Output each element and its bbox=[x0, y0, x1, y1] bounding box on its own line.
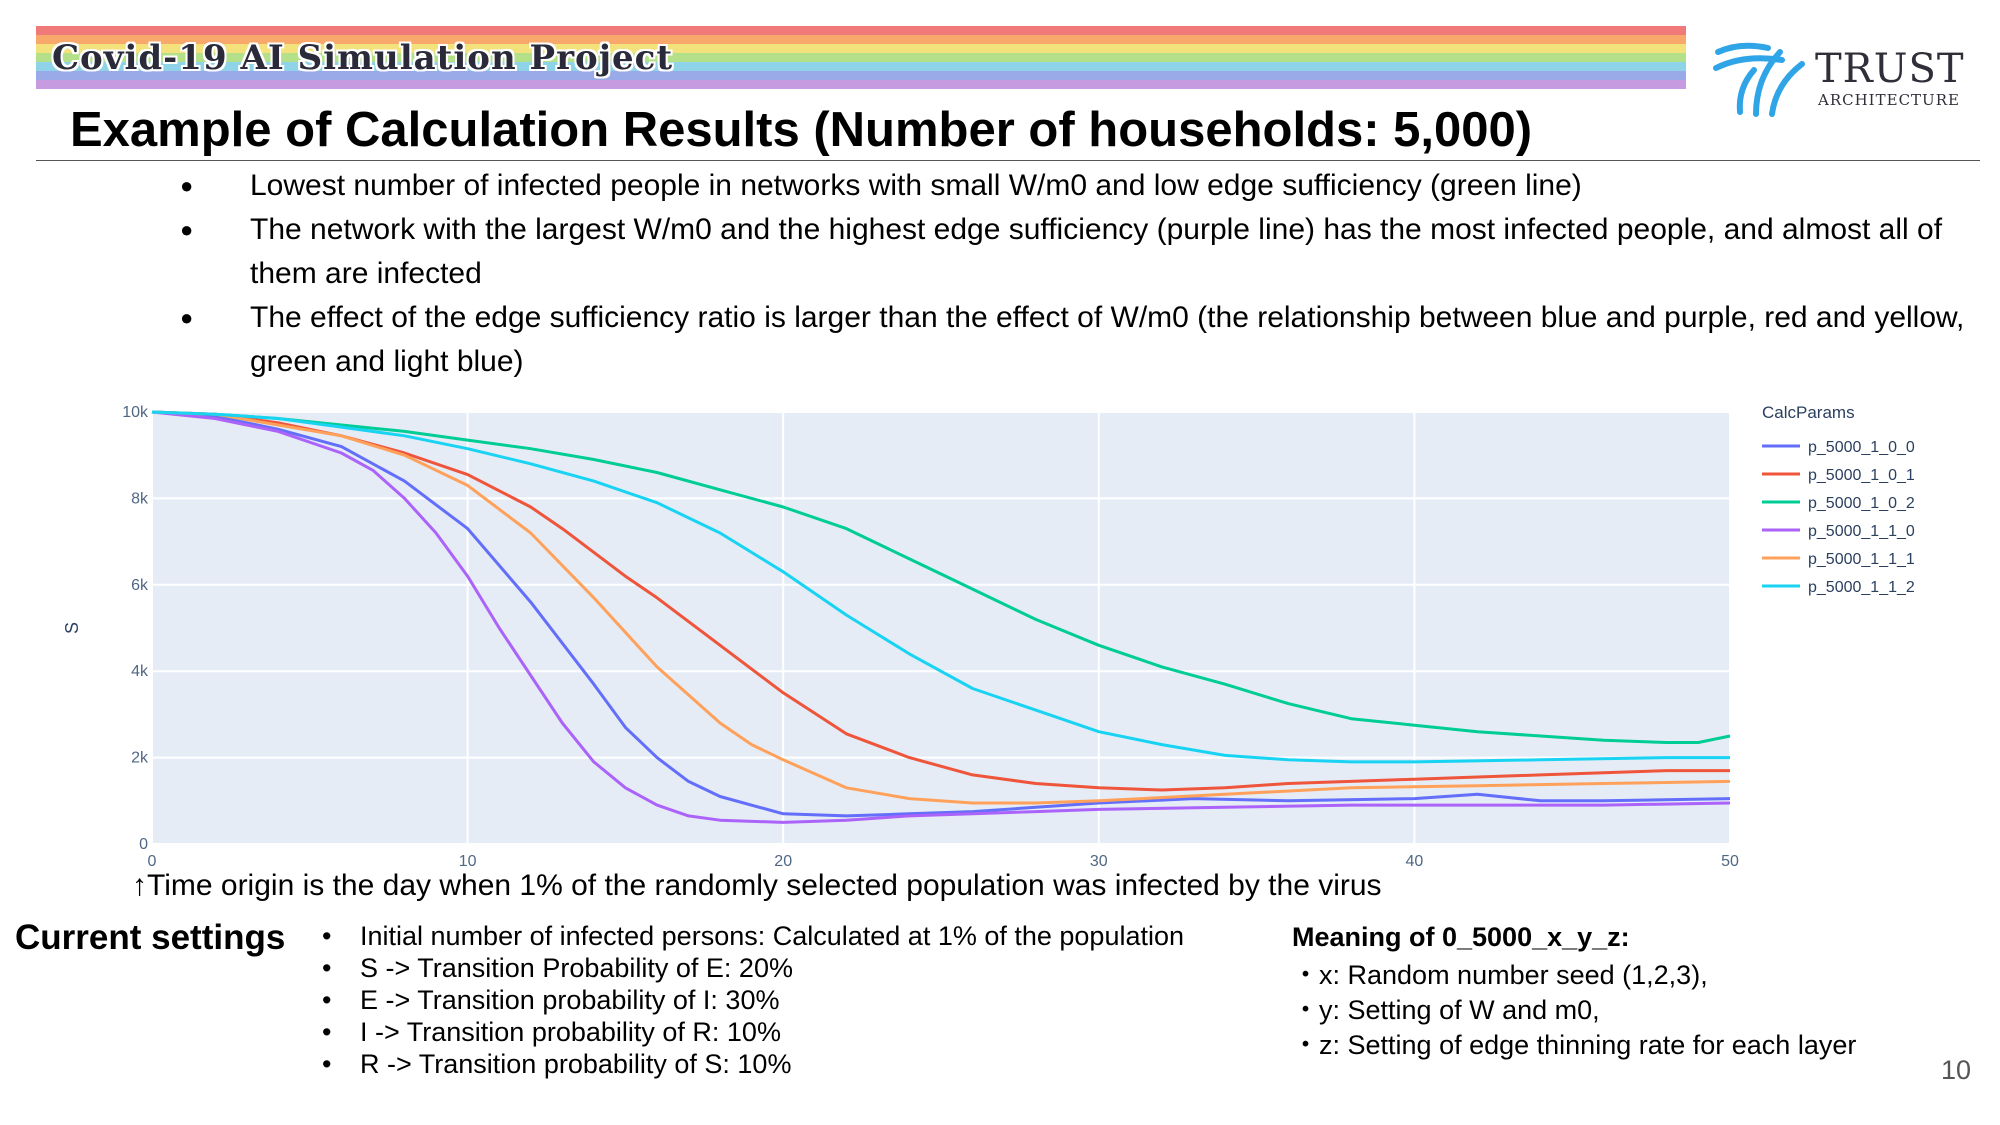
series-line-p_5000_1_0_2 bbox=[151, 410, 1731, 744]
title-divider bbox=[36, 160, 1980, 161]
legend-item-label: p_5000_1_0_2 bbox=[1808, 495, 1915, 512]
banner-stripe bbox=[36, 26, 1686, 35]
page-title: Example of Calculation Results (Number o… bbox=[70, 103, 1533, 157]
banner-stripe bbox=[36, 44, 1686, 53]
meaning-item: ・z: Setting of edge thinning rate for ea… bbox=[1292, 1030, 1857, 1060]
finding-list: ● Lowest number of infected people in net… bbox=[180, 164, 1980, 384]
finding-item: ● The network with the largest W/m0 and t… bbox=[180, 208, 1980, 296]
trust-architecture-logo-icon bbox=[1713, 42, 1805, 117]
x-tick-label: 50 bbox=[1721, 853, 1739, 870]
banner-stripe bbox=[36, 35, 1686, 44]
page-number: 10 bbox=[1941, 1055, 1972, 1085]
series-line-p_5000_1_1_0 bbox=[151, 410, 1731, 824]
finding-item: ● The effect of the edge sufficiency rati… bbox=[180, 296, 1980, 384]
legend-item-label: p_5000_1_1_0 bbox=[1808, 523, 1915, 540]
x-tick-label: 10 bbox=[459, 853, 477, 870]
settings-item: • S -> Transition Probability of E: 20% bbox=[322, 952, 1184, 984]
settings-item: • I -> Transition probability of R: 10% bbox=[322, 1016, 1184, 1048]
settings-item-text: E -> Transition probability of I: 30% bbox=[360, 985, 780, 1015]
finding-text: Lowest number of infected people in netw… bbox=[250, 169, 1582, 202]
settings-item-text: R -> Transition probability of S: 10% bbox=[360, 1049, 792, 1079]
x-tick-label: 0 bbox=[148, 853, 157, 870]
y-tick-label: 8k bbox=[131, 490, 149, 507]
y-tick-label: 0 bbox=[139, 836, 148, 853]
settings-item-text: S -> Transition Probability of E: 20% bbox=[360, 953, 793, 983]
banner-stripe bbox=[36, 53, 1686, 62]
series-line-p_5000_1_1_2 bbox=[151, 410, 1730, 764]
logo-subtitle: ARCHITECTURE bbox=[1818, 91, 1960, 109]
finding-text: The effect of the edge sufficiency ratio… bbox=[250, 301, 1965, 378]
chart-caption: ↑Time origin is the day when 1% of the r… bbox=[132, 869, 1382, 902]
bullet-icon: ● bbox=[180, 173, 194, 198]
settings-item: • Initial number of infected persons: Cal… bbox=[322, 920, 1184, 952]
legend-title: CalcParams bbox=[1762, 403, 1855, 422]
meaning-item: ・y: Setting of W and m0, bbox=[1292, 995, 1600, 1025]
meaning-list: ・x: Random number seed (1,2,3), ・y: Sett… bbox=[1292, 958, 1856, 1063]
x-tick-label: 20 bbox=[774, 853, 792, 870]
y-tick-label: 4k bbox=[131, 663, 149, 680]
susceptible-line-chart: 0 10 20 30 40 50 0 2k 4k 6k 8k 10k S CalcParams p_5000… bbox=[62, 403, 1915, 870]
meaning-item: ・x: Random number seed (1,2,3), bbox=[1292, 960, 1708, 990]
settings-title: Current settings bbox=[15, 918, 286, 957]
bullet-icon: • bbox=[322, 1017, 332, 1047]
plot-background bbox=[152, 412, 1730, 844]
x-tick-label: 40 bbox=[1406, 853, 1424, 870]
y-tick-label: 10k bbox=[122, 404, 149, 421]
bullet-icon: ● bbox=[180, 305, 194, 330]
rainbow-banner bbox=[36, 26, 1686, 89]
series-line-p_5000_1_0_0 bbox=[151, 410, 1731, 818]
finding-text: The network with the largest W/m0 and th… bbox=[250, 213, 1943, 290]
settings-list: • Initial number of infected persons: Cal… bbox=[322, 920, 1184, 1080]
banner-stripe bbox=[36, 71, 1686, 80]
settings-item: • R -> Transition probability of S: 10% bbox=[322, 1048, 1184, 1080]
settings-item: • E -> Transition probability of I: 30% bbox=[322, 984, 1184, 1016]
bullet-icon: • bbox=[322, 953, 332, 983]
bullet-icon: ● bbox=[180, 217, 194, 242]
banner-title: Covid-19 AI Simulation Project bbox=[52, 38, 674, 78]
bullet-icon: • bbox=[322, 921, 332, 951]
logo-name: TRUST bbox=[1815, 46, 1965, 92]
y-tick-label: 2k bbox=[131, 750, 149, 767]
bullet-icon: • bbox=[322, 985, 332, 1015]
legend-item-label: p_5000_1_0_0 bbox=[1808, 439, 1915, 456]
settings-item-text: I -> Transition probability of R: 10% bbox=[360, 1017, 781, 1047]
legend-item-label: p_5000_1_1_1 bbox=[1808, 551, 1915, 568]
settings-item-text: Initial number of infected persons: Calc… bbox=[360, 921, 1185, 951]
y-tick-label: 6k bbox=[131, 577, 149, 594]
meaning-title: Meaning of 0_5000_x_y_z: bbox=[1292, 922, 1630, 952]
bullet-icon: • bbox=[322, 1049, 332, 1079]
series-line-p_5000_1_1_1 bbox=[151, 410, 1731, 805]
legend-item-label: p_5000_1_1_2 bbox=[1808, 579, 1915, 596]
y-axis-label: S bbox=[62, 622, 82, 634]
finding-item: ● Lowest number of infected people in net… bbox=[180, 164, 1980, 208]
legend-item-label: p_5000_1_0_1 bbox=[1808, 467, 1915, 484]
series-line-p_5000_1_0_1 bbox=[151, 410, 1730, 792]
x-tick-label: 30 bbox=[1090, 853, 1108, 870]
banner-stripe bbox=[36, 80, 1686, 89]
banner-stripe bbox=[36, 62, 1686, 71]
